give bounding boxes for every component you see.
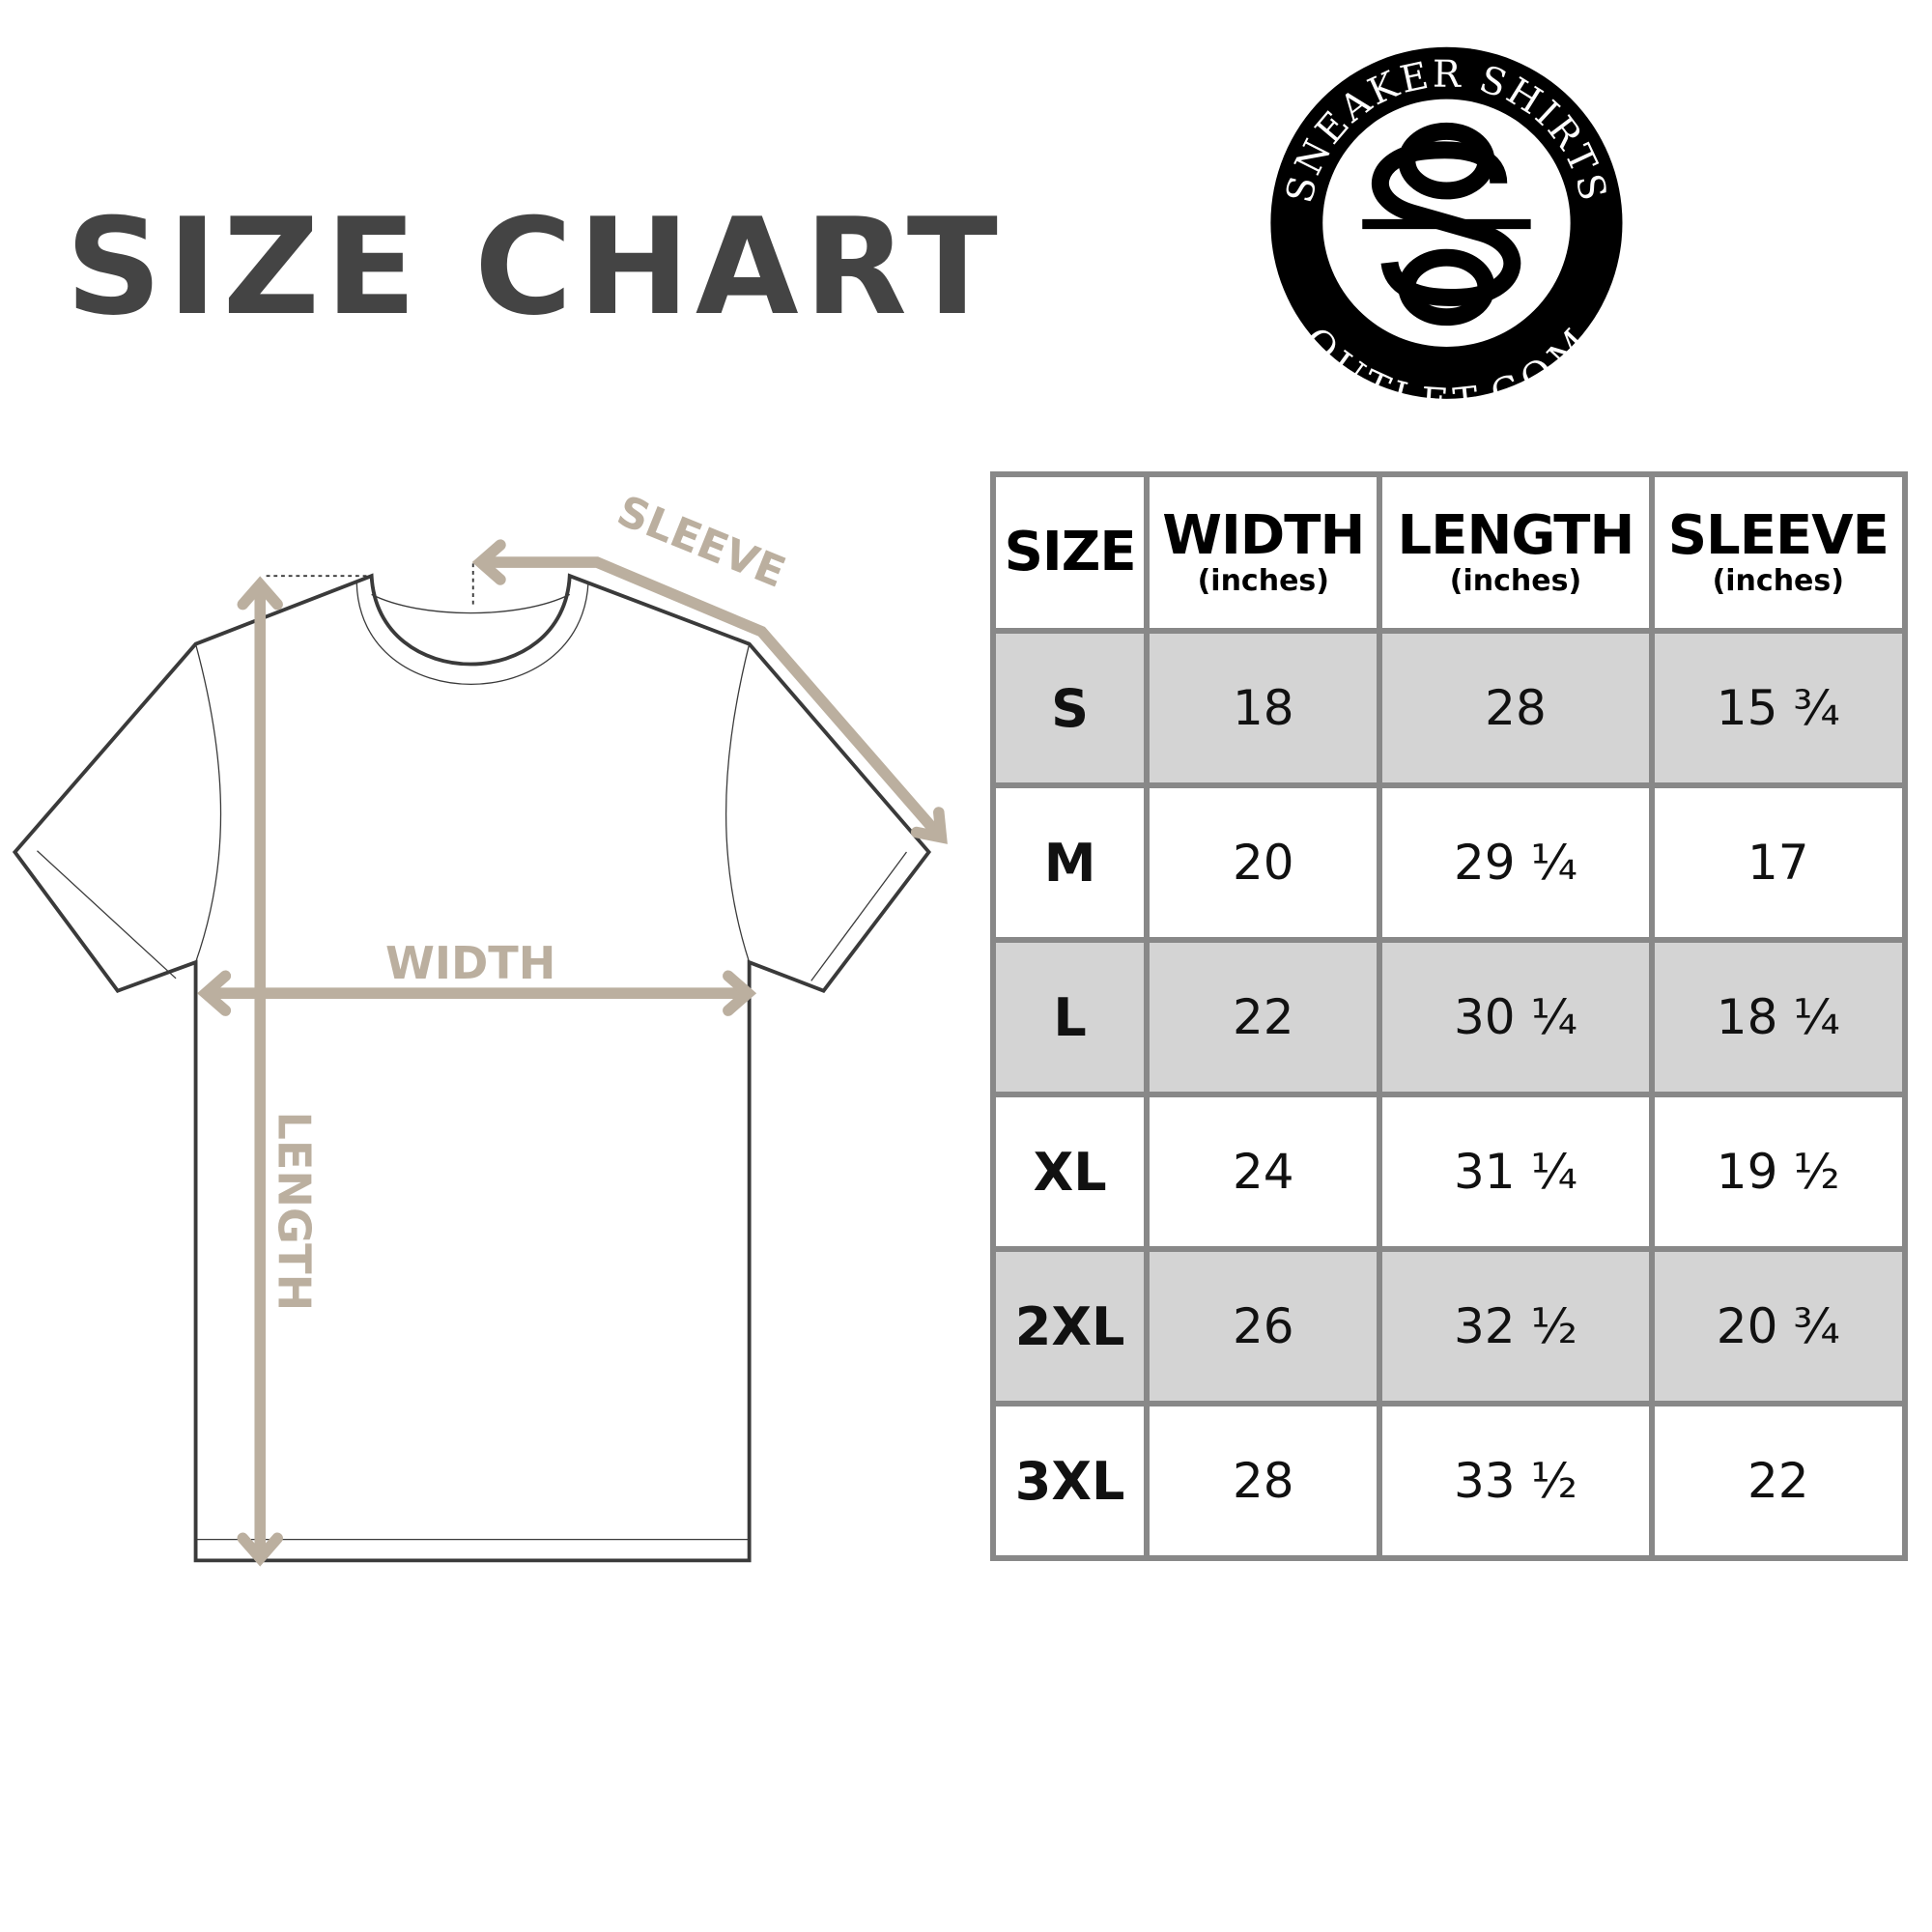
width-arrowhead-right bbox=[723, 970, 757, 1016]
sleeve-cell: 22 bbox=[1648, 1401, 1909, 1561]
sleeve-arrowhead-right bbox=[910, 807, 948, 844]
width-cell: 22 bbox=[1144, 937, 1383, 1097]
length-label: LENGTH bbox=[268, 1112, 320, 1312]
header-size: SIZE bbox=[989, 471, 1151, 634]
size-cell: 2XL bbox=[989, 1246, 1151, 1406]
sleeve-arrowhead-left bbox=[471, 539, 506, 585]
header-length: LENGTH (inches) bbox=[1377, 471, 1655, 634]
table-row: L 22 30 ¼ 18 ¼ bbox=[989, 937, 1909, 1097]
table-row: 3XL 28 33 ½ 22 bbox=[989, 1401, 1909, 1561]
size-cell: XL bbox=[989, 1092, 1151, 1252]
width-cell: 28 bbox=[1144, 1401, 1383, 1561]
size-cell: M bbox=[989, 782, 1151, 943]
length-arrowhead-top bbox=[237, 576, 283, 611]
length-cell: 29 ¼ bbox=[1377, 782, 1655, 943]
width-arrowhead-left bbox=[197, 970, 232, 1016]
width-cell: 24 bbox=[1144, 1092, 1383, 1252]
width-cell: 26 bbox=[1144, 1246, 1383, 1406]
table-row: M 20 29 ¼ 17 bbox=[989, 782, 1909, 943]
measurement-arrows bbox=[197, 539, 948, 1567]
sleeve-cell: 17 bbox=[1648, 782, 1909, 943]
size-cell: L bbox=[989, 937, 1151, 1097]
page-title: SIZE CHART bbox=[66, 189, 1004, 345]
sleeve-cell: 20 ¾ bbox=[1648, 1246, 1909, 1406]
table-header-row: SIZE WIDTH (inches) LENGTH (inches) SLEEVE… bbox=[989, 471, 1909, 634]
length-cell: 30 ¼ bbox=[1377, 937, 1655, 1097]
sleeve-cell: 15 ¾ bbox=[1648, 628, 1909, 788]
tshirt-diagram bbox=[12, 563, 932, 1563]
size-table: SIZE WIDTH (inches) LENGTH (inches) SLEEVE… bbox=[989, 471, 1909, 1561]
width-label: WIDTH bbox=[385, 937, 555, 989]
length-cell: 33 ½ bbox=[1377, 1401, 1655, 1561]
header-sleeve: SLEEVE (inches) bbox=[1648, 471, 1909, 634]
size-cell: S bbox=[989, 628, 1151, 788]
length-cell: 28 bbox=[1377, 628, 1655, 788]
brand-logo: SNEAKER SHIRTS OUTLET.COM bbox=[1270, 46, 1623, 425]
length-cell: 32 ½ bbox=[1377, 1246, 1655, 1406]
sleeve-cell: 18 ¼ bbox=[1648, 937, 1909, 1097]
table-row: S 18 28 15 ¾ bbox=[989, 628, 1909, 788]
width-cell: 20 bbox=[1144, 782, 1383, 943]
length-cell: 31 ¼ bbox=[1377, 1092, 1655, 1252]
size-cell: 3XL bbox=[989, 1401, 1151, 1561]
width-cell: 18 bbox=[1144, 628, 1383, 788]
length-arrowhead-bottom bbox=[237, 1532, 283, 1567]
header-width: WIDTH (inches) bbox=[1144, 471, 1383, 634]
sleeve-cell: 19 ½ bbox=[1648, 1092, 1909, 1252]
table-row: XL 24 31 ¼ 19 ½ bbox=[989, 1092, 1909, 1252]
table-row: 2XL 26 32 ½ 20 ¾ bbox=[989, 1246, 1909, 1406]
sleeve-arrow bbox=[479, 556, 942, 838]
